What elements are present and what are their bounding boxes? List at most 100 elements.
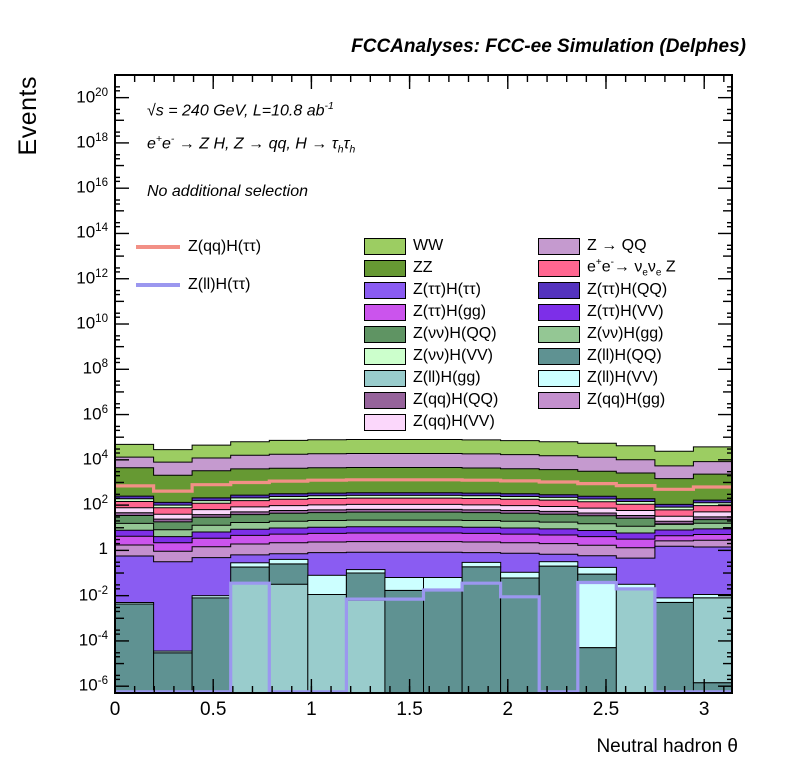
legend-color-swatch xyxy=(364,303,406,321)
legend-label: Z → QQ xyxy=(587,237,647,254)
y-tick-label: 10-2 xyxy=(78,584,108,605)
legend-label: Z(ll)H(ττ) xyxy=(188,276,251,293)
legend-line-swatch xyxy=(136,283,180,287)
legend-fill-item: Z(ll)H(gg) xyxy=(364,369,481,387)
bottom-segment-llQQ xyxy=(153,652,193,693)
bottom-segment-llQQ xyxy=(654,602,695,693)
bottom-segment-llVV xyxy=(268,558,309,565)
signal-line-sig_ll xyxy=(115,580,732,693)
bottom-segment-llVV xyxy=(500,571,540,579)
legend-label: Z(ττ)H(gg) xyxy=(413,303,487,320)
annotation-selection: No additional selection xyxy=(147,183,308,200)
bottom-segment-llVV xyxy=(230,562,270,568)
y-tick-label: 1020 xyxy=(76,86,108,107)
legend-fill-item: Z(νν)H(gg) xyxy=(538,325,663,343)
legend-label: Z(ll)H(gg) xyxy=(413,369,481,386)
legend-fill-item: Z(ll)H(VV) xyxy=(538,369,658,387)
legend-color-swatch xyxy=(538,391,580,409)
bottom-segment-llVV xyxy=(461,561,502,568)
legend-label: Z(ττ)H(VV) xyxy=(587,303,664,320)
bottom-segment-llVV xyxy=(577,581,617,649)
y-tick-label: 102 xyxy=(82,494,108,514)
legend-color-swatch xyxy=(364,369,406,387)
y-tick-label: 1016 xyxy=(76,177,108,197)
legend-fill-item: Z(νν)H(QQ) xyxy=(364,325,497,343)
y-tick-label: 1018 xyxy=(76,131,108,152)
legend-label: Z(qq)H(VV) xyxy=(413,413,495,430)
legend-color-swatch xyxy=(538,325,580,343)
bottom-segment-llVV xyxy=(345,569,386,574)
bottom-segment-llQQ xyxy=(538,565,579,693)
legend-fill-item: e+e-→ νeνe Z xyxy=(538,257,676,279)
legend-label: Z(qq)H(QQ) xyxy=(413,391,499,408)
bottom-segment-llQQ xyxy=(191,597,232,693)
legend-color-swatch xyxy=(364,347,406,365)
legend-fill-item: Z(ττ)H(VV) xyxy=(538,303,664,321)
legend-fill-item: Z(ττ)H(gg) xyxy=(364,303,486,321)
y-tick-label: 10-4 xyxy=(78,629,108,650)
legend-label: Z(ττ)H(ττ) xyxy=(413,281,481,298)
bottom-segment-llQQ xyxy=(345,572,386,601)
legend-fill-item: WW xyxy=(364,237,443,255)
legend-line-item: Z(ll)H(ττ) xyxy=(136,276,250,294)
legend-label: e+e-→ νeνe Z xyxy=(587,257,676,279)
legend-color-swatch xyxy=(538,369,580,387)
legend-fill-item: Z(ττ)H(QQ) xyxy=(538,281,667,299)
legend-color-swatch xyxy=(538,303,580,321)
legend-label: Z(ττ)H(QQ) xyxy=(587,281,668,298)
x-axis-title: Neutral hadron θ xyxy=(596,736,738,757)
x-tick-label: 0 xyxy=(109,699,121,720)
annotation-energy-luminosity: √s = 240 GeV, L=10.8 ab-1 xyxy=(147,101,334,120)
legend-color-swatch xyxy=(538,347,580,365)
signal-line-sig_qq xyxy=(115,478,732,493)
bottom-segment-llVV xyxy=(577,566,617,575)
y-tick-label: 10-6 xyxy=(78,675,108,695)
legend-color-swatch xyxy=(538,237,580,255)
legend-label: Z(qq)H(gg) xyxy=(587,391,666,408)
bottom-segment-llQQ xyxy=(268,563,309,585)
plot-frame xyxy=(114,74,733,694)
legend-color-swatch xyxy=(538,281,580,299)
y-tick-label: 1014 xyxy=(76,222,108,243)
x-tick-label: 2 xyxy=(502,699,514,720)
bottom-segment-llgg xyxy=(268,583,309,693)
legend-color-swatch xyxy=(364,237,406,255)
x-tick-label: 0.5 xyxy=(199,699,227,720)
legend-fill-item: Z(ττ)H(ττ) xyxy=(364,281,481,299)
bottom-segment-llgg xyxy=(345,599,386,693)
legend-label: WW xyxy=(413,237,444,254)
annotation-process: e+e- → Z H, Z → qq, H → τhτh xyxy=(147,134,356,156)
legend-line-item: Z(qq)H(ττ) xyxy=(136,238,261,256)
bottom-segment-llVV xyxy=(384,577,424,591)
bottom-segment-llgg xyxy=(307,594,347,693)
legend-fill-item: Z(qq)H(VV) xyxy=(364,413,495,431)
bottom-segment-llQQ xyxy=(423,589,463,693)
legend-label: Z(νν)H(QQ) xyxy=(413,325,497,342)
x-tick-label: 1.5 xyxy=(396,699,423,720)
bottom-segment-llQQ xyxy=(384,590,424,693)
bottom-segment-llgg xyxy=(230,582,270,693)
bottom-segment-llQQ xyxy=(115,603,155,693)
legend-color-swatch xyxy=(364,259,406,277)
legend-label: Z(ll)H(QQ) xyxy=(587,347,662,364)
bottom-segment-llVV xyxy=(538,561,579,567)
legend-fill-item: Z(ll)H(QQ) xyxy=(538,347,662,365)
legend-line-swatch xyxy=(136,245,180,249)
y-tick-label: 104 xyxy=(82,448,108,469)
legend-fill-item: ZZ xyxy=(364,259,433,277)
bottom-segment-llVV xyxy=(654,597,695,603)
legend-fill-item: Z → QQ xyxy=(538,237,647,255)
y-tick-label: 1012 xyxy=(76,267,108,288)
legend-label: Z(νν)H(VV) xyxy=(413,347,493,364)
axis-ticks xyxy=(114,74,732,693)
y-tick-label: 108 xyxy=(82,358,108,378)
stack-area xyxy=(115,439,732,693)
legend-color-swatch xyxy=(364,325,406,343)
bottom-segment-llQQ xyxy=(577,647,617,693)
y-tick-label: 1010 xyxy=(76,313,108,333)
bottom-segment-llQQ xyxy=(230,566,270,584)
legend-color-swatch xyxy=(364,391,406,409)
legend-label: Z(ll)H(VV) xyxy=(587,369,659,386)
